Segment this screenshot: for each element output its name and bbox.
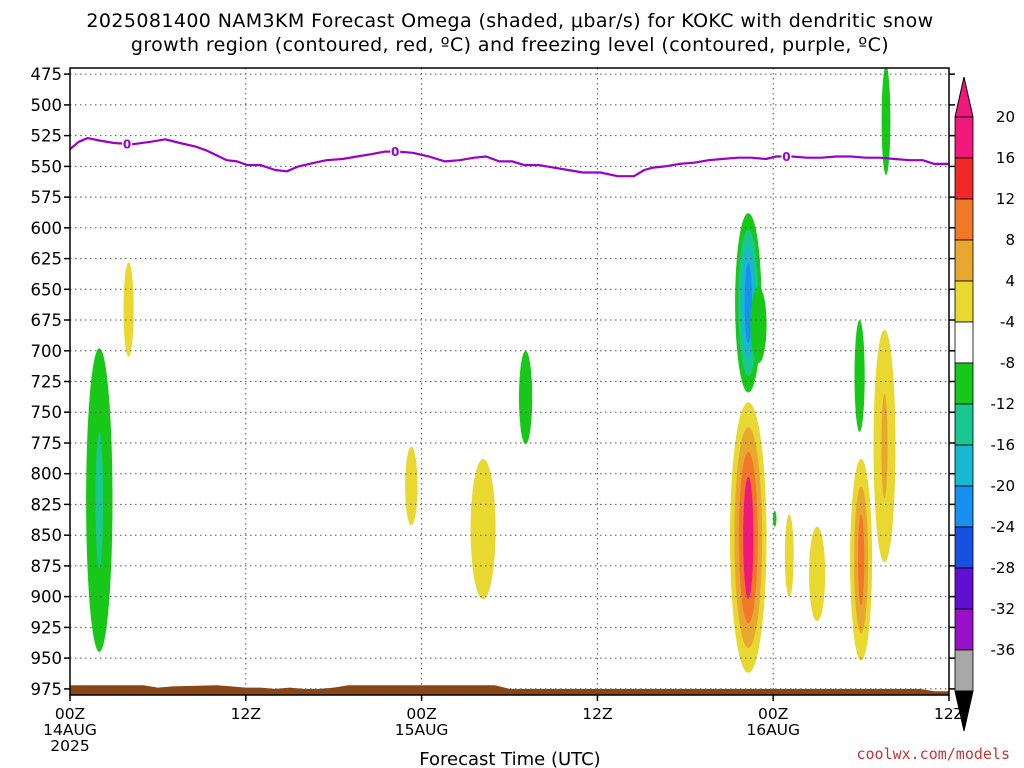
freezing-level-label: 0 [123,137,131,151]
credit-text: coolwx.com/models [856,745,1010,763]
x-axis-label: Forecast Time (UTC) [419,749,600,768]
colorbar-swatch [954,526,974,569]
colorbar-tick-label: -12 [991,395,1016,413]
colorbar-tick-label: 16 [996,149,1015,167]
y-tick-label: 750 [31,403,63,422]
colorbar-swatch [954,608,974,651]
freezing-level-label-bg [122,136,133,151]
freezing-level-label-bg [390,144,401,159]
colorbar-tick-label: 20 [996,108,1015,126]
colorbar-tick-label: -8 [1000,354,1015,372]
plot-background [70,68,949,695]
colorbar-swatch [954,403,974,446]
colorbar-swatch [954,321,974,364]
y-tick-label: 600 [31,219,63,238]
colorbar-swatch [954,116,974,159]
x-tick-label: 12Z [934,705,964,723]
omega-cell-8-level-0 [772,510,777,527]
y-tick-label: 850 [31,526,63,545]
colorbar-top-arrow [954,76,974,118]
colorbar-swatch [954,444,974,487]
ground-terrain [70,685,949,695]
y-tick-label: 475 [31,65,63,84]
omega-cell-1-level-0 [123,262,134,357]
x-tick-label: 14AUG [43,721,97,739]
freezing-level-label: 0 [782,150,790,164]
y-tick-label: 900 [31,588,63,607]
omega-cell-9-level-0 [784,514,794,597]
freezing-level-line [70,137,949,178]
x-tick-label: 12Z [582,705,612,723]
y-tick-label: 725 [31,373,63,392]
y-tick-label: 525 [31,127,63,146]
colorbar-swatch [954,198,974,241]
omega-cell-7-level-3 [743,476,754,599]
colorbar-swatch [954,567,974,610]
y-tick-label: 625 [31,250,63,269]
colorbar-swatch [954,239,974,282]
y-tick-label: 550 [31,157,63,176]
y-tick-label: 800 [31,465,63,484]
x-tick-label: 16AUG [746,721,800,739]
colorbar-swatch [954,485,974,528]
omega-cell-4-level-0 [519,350,533,445]
omega-cell-2-level-0 [405,446,418,526]
colorbar-swatch [954,362,974,405]
omega-cell-12-level-2 [858,514,865,606]
omega-cell-11-level-0 [854,320,865,432]
y-tick-label: 925 [31,618,63,637]
y-tick-label: 500 [31,96,63,115]
colorbar-swatch [954,157,974,200]
y-tick-label: 775 [31,434,63,453]
colorbar-swatch [954,280,974,323]
omega-cell-13-level-0 [881,68,891,175]
colorbar-tick-label: 8 [1005,231,1015,249]
colorbar-tick-label: 4 [1005,272,1015,290]
colorbar-tick-label: -32 [991,600,1016,618]
y-tick-label: 825 [31,495,63,514]
colorbar-tick-label: -36 [991,641,1016,659]
colorbar-tick-label: -16 [991,436,1016,454]
colorbar-tick-label: -20 [991,477,1016,495]
freezing-level-label-bg [781,149,792,164]
colorbar-bottom-arrow [954,690,974,732]
x-tick-label: 12Z [231,705,261,723]
omega-cell-5-level-3 [744,262,752,344]
colorbar-tick-label: 12 [996,190,1015,208]
x-tick-label: 2025 [50,737,89,755]
y-tick-label: 700 [31,342,63,361]
y-tick-label: 875 [31,557,63,576]
x-tick-label: 00Z [406,705,436,723]
omega-cell-10-level-0 [809,526,826,622]
freezing-level-label: 0 [391,145,399,159]
x-tick-label: 00Z [758,705,788,723]
omega-cell-3-level-0 [470,458,496,600]
colorbar-tick-label: -28 [991,559,1016,577]
y-tick-label: 675 [31,311,63,330]
y-tick-label: 575 [31,188,63,207]
omega-cell-14-level-1 [881,393,888,499]
chart-title-line-1: 2025081400 NAM3KM Forecast Omega (shaded… [86,10,933,32]
colorbar-swatch [954,649,974,692]
y-tick-label: 975 [31,680,63,699]
y-tick-label: 650 [31,280,63,299]
colorbar-tick-label: -24 [991,518,1016,536]
colorbar-tick-label: -4 [1000,313,1015,331]
omega-cell-0-level-1 [95,431,104,569]
omega-cell-6-level-0 [750,286,767,363]
y-tick-label: 950 [31,649,63,668]
chart-title-line-2: growth region (contoured, red, ºC) and f… [131,34,889,56]
x-tick-label: 00Z [55,705,85,723]
x-tick-label: 15AUG [395,721,449,739]
